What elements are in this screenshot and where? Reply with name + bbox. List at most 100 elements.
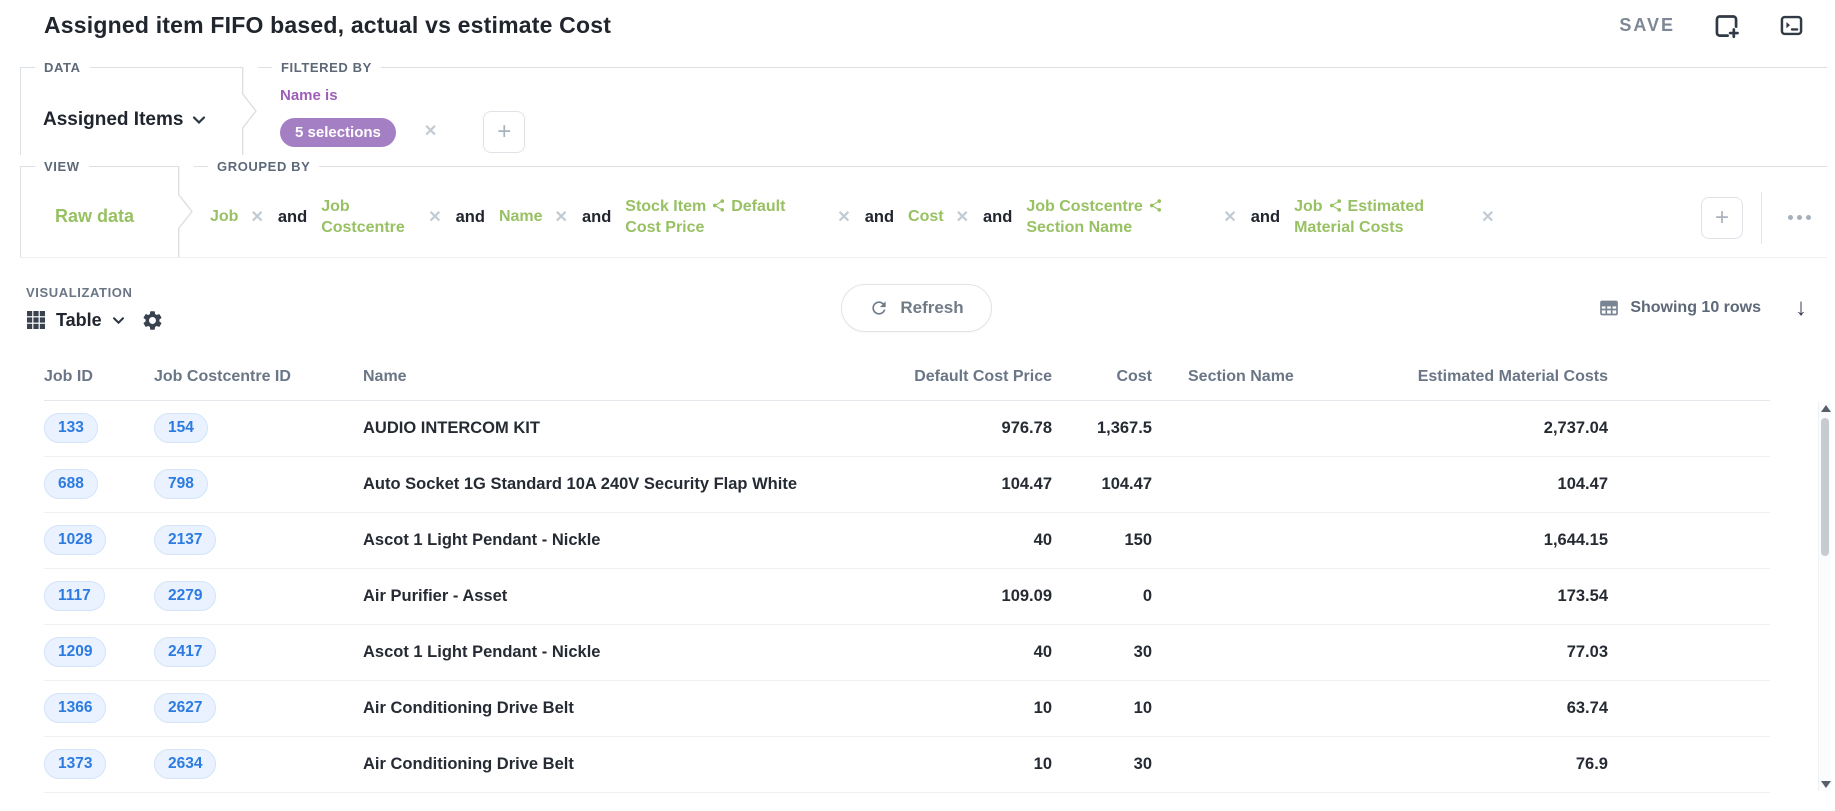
view-legend: VIEW (44, 158, 80, 174)
column-header: Cost (1052, 354, 1152, 401)
job-id-chip[interactable]: 1117 (44, 581, 105, 611)
job-costcentre-id-chip[interactable]: 2137 (154, 525, 217, 555)
table-body: 133 154 AUDIO INTERCOM KIT 976.78 1,367.5 2,7… (44, 400, 1770, 793)
remove-group-icon[interactable]: ✕ (428, 208, 442, 226)
column-header: Job Costcentre ID (154, 354, 363, 401)
scroll-down-arrow-icon[interactable]: ↓ (1795, 294, 1807, 321)
job-id-chip[interactable]: 1373 (44, 749, 107, 779)
scrollbar-up-icon[interactable] (1821, 405, 1831, 412)
chevron-down-icon (112, 316, 124, 324)
table-cell: 76.9 (1393, 736, 1608, 793)
job-id-chip[interactable]: 1209 (44, 637, 107, 667)
table-cell (1152, 680, 1393, 737)
groupby-field-chip[interactable]: Job Costcentre (321, 197, 405, 236)
app-header: Assigned item FIFO based, actual vs esti… (0, 0, 1835, 39)
job-costcentre-id-chip[interactable]: 798 (154, 469, 208, 499)
job-id-chip[interactable]: 1028 (44, 525, 107, 555)
table-cell: 10 (1052, 680, 1152, 737)
header-actions: SAVE (1619, 12, 1805, 39)
remove-group-icon[interactable]: ✕ (1481, 208, 1495, 226)
groupby-field-chip[interactable]: Name (498, 208, 543, 226)
table-cell: 10 (897, 736, 1052, 793)
table-cell (1152, 456, 1393, 513)
vertical-scrollbar[interactable] (1818, 402, 1831, 791)
flow-arrow (178, 166, 193, 257)
gear-icon[interactable] (141, 309, 164, 332)
groupby-section: GROUPED BY Job ✕ and Job Costcentre ✕ and Name… (194, 159, 1827, 257)
table-cell: Air Purifier - Asset (363, 568, 897, 625)
groupby-chips: Job ✕ and Job Costcentre ✕ and Name ✕ and Stock I… (210, 197, 1683, 239)
scrollbar-thumb[interactable] (1821, 418, 1829, 556)
data-source-label: Assigned Items (43, 109, 184, 130)
column-header: Section Name (1152, 354, 1393, 401)
table-cell: 104.47 (1393, 456, 1608, 513)
scrollbar-down-icon[interactable] (1821, 780, 1831, 788)
table-cell (1152, 512, 1393, 569)
filter-selections-chip[interactable]: 5 selections (280, 117, 396, 147)
table-row: 1117 2279 Air Purifier - Asset 109.09 0 173.5… (44, 568, 1770, 625)
job-id-chip[interactable]: 688 (44, 469, 98, 499)
filter-field-label[interactable]: Name is (280, 87, 338, 104)
job-costcentre-id-chip[interactable]: 154 (154, 413, 208, 443)
table-row: 1209 2417 Ascot 1 Light Pendant - Nickle 40… (44, 624, 1770, 681)
remove-group-icon[interactable]: ✕ (554, 208, 568, 226)
groupby-field-chip[interactable]: Cost (908, 208, 944, 226)
data-legend: DATA (44, 59, 81, 75)
showing-rows-label: Showing 10 rows (1630, 299, 1761, 316)
groupby-field-chip[interactable]: Job (210, 208, 239, 226)
groupby-field-chip[interactable]: Stock Item Default Cost Price (625, 197, 786, 236)
view-mode-selector[interactable]: Raw data (55, 206, 135, 226)
groupby-connector: and (581, 208, 612, 226)
table-cell: Air Conditioning Drive Belt (363, 680, 897, 737)
column-header: Estimated Material Costs (1393, 354, 1608, 401)
remove-filter-icon[interactable]: ✕ (423, 123, 438, 140)
groupby-field-chip[interactable]: Job CostcentreSection Name (1026, 197, 1211, 239)
job-costcentre-id-chip[interactable]: 2627 (154, 693, 217, 723)
relation-icon (1149, 198, 1161, 212)
groupby-field-chip[interactable]: Job Estimated Material Costs (1294, 197, 1425, 236)
table-cell: 104.47 (897, 456, 1052, 513)
table-cell (1152, 568, 1393, 625)
add-group-button[interactable]: + (1701, 196, 1743, 239)
table-cell: 1,367.5 (1052, 400, 1152, 457)
remove-group-icon[interactable]: ✕ (1223, 208, 1237, 226)
table-cell: Ascot 1 Light Pendant - Nickle (363, 624, 897, 681)
column-header: Default Cost Price (897, 354, 1052, 401)
job-costcentre-id-chip[interactable]: 2279 (154, 581, 217, 611)
save-button[interactable]: SAVE (1619, 15, 1675, 35)
table-cell: Auto Socket 1G Standard 10A 240V Securit… (363, 456, 897, 513)
table-row: 1028 2137 Ascot 1 Light Pendant - Nickle 40… (44, 512, 1770, 569)
table-cell: 10 (897, 680, 1052, 737)
add-filter-button[interactable]: + (483, 111, 526, 153)
refresh-button[interactable]: Refresh (841, 284, 992, 332)
table-cell: 104.47 (1052, 456, 1152, 513)
job-id-chip[interactable]: 133 (44, 413, 98, 443)
more-options-icon[interactable] (1780, 209, 1819, 226)
visualization-label: VISUALIZATION (26, 284, 133, 300)
groupby-connector: and (277, 208, 308, 226)
table-grid-icon (27, 311, 45, 329)
remove-group-icon[interactable]: ✕ (250, 208, 264, 226)
refresh-icon (872, 301, 887, 315)
groupby-legend: GROUPED BY (217, 158, 311, 174)
results-table: Job ID Job Costcentre ID Name Default Cost … (44, 354, 1770, 793)
visualization-type-dropdown[interactable]: Table (26, 310, 125, 331)
remove-group-icon[interactable]: ✕ (955, 208, 969, 226)
data-source-dropdown[interactable]: Assigned Items (43, 109, 206, 131)
job-costcentre-id-chip[interactable]: 2634 (154, 749, 217, 779)
table-cell: 109.09 (897, 568, 1052, 625)
showing-rows-control[interactable]: Showing 10 rows (1599, 298, 1761, 318)
table-cell: Ascot 1 Light Pendant - Nickle (363, 512, 897, 569)
table-row: 1373 2634 Air Conditioning Drive Belt 10 30 7… (44, 736, 1770, 793)
groupby-connector: and (983, 208, 1013, 226)
remove-group-icon[interactable]: ✕ (837, 208, 851, 226)
job-costcentre-id-chip[interactable]: 2417 (154, 637, 217, 667)
add-to-dashboard-icon[interactable] (1713, 12, 1740, 39)
console-icon[interactable] (1778, 12, 1805, 39)
relation-icon (713, 198, 725, 212)
groupby-connector: and (1250, 208, 1281, 226)
groupby-connector: and (864, 208, 895, 226)
table-cell (1152, 400, 1393, 457)
table-cell: 63.74 (1393, 680, 1608, 737)
job-id-chip[interactable]: 1366 (44, 693, 107, 723)
